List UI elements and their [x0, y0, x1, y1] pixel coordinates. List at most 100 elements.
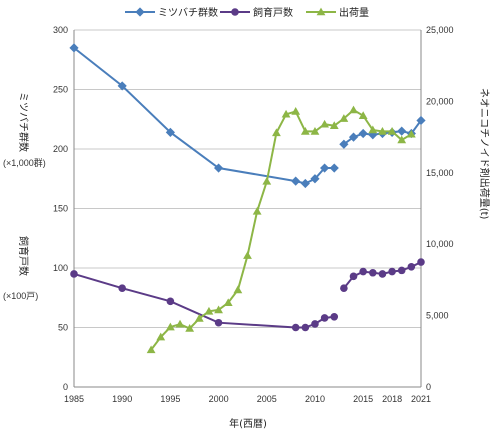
data-point: [349, 272, 358, 281]
data-point: [204, 306, 214, 315]
data-point: [406, 129, 416, 138]
data-point: [397, 135, 407, 144]
x-tick-label: 2015: [353, 394, 373, 404]
data-point: [301, 323, 310, 332]
series-line: [150, 108, 412, 351]
series-line: [73, 272, 335, 329]
left-axis-label-top: ミツバチ群数: [17, 92, 30, 152]
left-axis-unit-top: (×1,000群): [3, 157, 46, 168]
data-point: [214, 318, 223, 327]
axes: [73, 30, 422, 388]
data-point: [369, 268, 377, 277]
right-tick-label: 10,000: [426, 239, 454, 249]
right-tick-label: 15,000: [426, 168, 454, 178]
right-tick-label: 0: [426, 382, 431, 392]
legend-marker: [231, 8, 239, 16]
data-point: [291, 106, 301, 115]
legend-marker: [135, 7, 145, 17]
series-2: [146, 105, 416, 354]
data-point: [300, 126, 310, 135]
legend-entry: ミツバチ群数: [158, 6, 218, 19]
data-point: [310, 126, 320, 135]
left-tick-label: 150: [53, 204, 68, 214]
left-tick-label: 100: [53, 263, 68, 273]
data-point: [368, 125, 378, 134]
data-point: [349, 105, 358, 114]
data-point: [223, 298, 233, 307]
data-point: [330, 312, 339, 321]
left-tick-label: 200: [53, 144, 68, 154]
data-point: [417, 258, 425, 266]
x-tick-label: 2021: [411, 394, 431, 404]
tick-labels: 0 50 100 150 200 250 300 0 5,000 10,000 15,000 20,0…: [53, 25, 454, 404]
data-point: [165, 127, 175, 137]
series-layer: [69, 43, 426, 354]
legend: ミツバチ群数 飼育戸数 出荷量: [125, 6, 369, 19]
gridlines: [74, 29, 421, 328]
right-tick-label: 5,000: [426, 311, 449, 321]
data-point: [358, 111, 368, 119]
series-1: [70, 258, 425, 332]
legend-marker: [316, 7, 326, 16]
data-point: [146, 345, 156, 354]
right-tick-label: 20,000: [426, 96, 454, 106]
data-point: [397, 126, 407, 136]
data-point: [69, 43, 79, 53]
x-tick-label: 1990: [112, 394, 132, 404]
data-point: [378, 126, 387, 135]
data-point: [387, 126, 397, 135]
data-point: [291, 323, 300, 332]
data-point: [359, 267, 367, 276]
data-point: [339, 114, 349, 122]
data-point: [262, 176, 272, 185]
x-tick-label: 1995: [160, 394, 180, 404]
series-line: [73, 47, 335, 185]
legend-entry: 出荷量: [339, 6, 369, 19]
left-tick-label: 50: [58, 323, 68, 333]
data-point: [175, 319, 185, 328]
left-axis-label-group: ミツバチ群数 (×1,000群) 飼育戸数 (×100戸): [3, 92, 46, 301]
data-point: [70, 270, 78, 278]
right-axis-label: ネオニコチノイド剤出荷量(t): [478, 88, 491, 220]
data-point: [407, 263, 416, 271]
data-point: [272, 128, 281, 137]
data-point: [281, 109, 291, 118]
data-point: [213, 163, 224, 173]
x-tick-label: 2000: [209, 394, 229, 404]
data-point: [156, 332, 166, 341]
right-tick-label: 25,000: [426, 25, 454, 35]
data-point: [185, 324, 195, 332]
data-point: [291, 176, 301, 186]
data-point: [310, 174, 320, 184]
data-point: [329, 121, 339, 129]
data-point: [194, 314, 204, 322]
x-tick-label: 2010: [305, 394, 325, 404]
left-axis-unit-bottom: (×100戸): [3, 291, 38, 301]
data-point: [339, 139, 349, 149]
data-point: [165, 322, 175, 331]
data-point: [348, 132, 359, 142]
left-tick-label: 250: [53, 85, 68, 95]
x-axis-label: 年(西暦): [229, 417, 267, 430]
data-point: [397, 266, 406, 275]
data-point: [358, 128, 368, 139]
data-point: [329, 163, 339, 173]
data-point: [243, 251, 252, 259]
x-tick-label: 2018: [382, 394, 402, 404]
data-point: [416, 115, 426, 126]
data-point: [214, 305, 223, 314]
data-point: [118, 284, 126, 293]
data-point: [378, 270, 387, 278]
left-tick-label: 300: [53, 25, 68, 35]
data-point: [340, 284, 348, 293]
data-point: [117, 81, 127, 91]
data-point: [320, 314, 329, 322]
data-point: [233, 285, 243, 294]
data-point: [311, 320, 319, 328]
left-axis-label-bottom: 飼育戸数: [17, 236, 30, 276]
data-point: [320, 163, 330, 173]
x-tick-label: 2005: [257, 394, 277, 404]
series-0: [69, 43, 426, 189]
x-tick-label: 1985: [64, 394, 84, 404]
